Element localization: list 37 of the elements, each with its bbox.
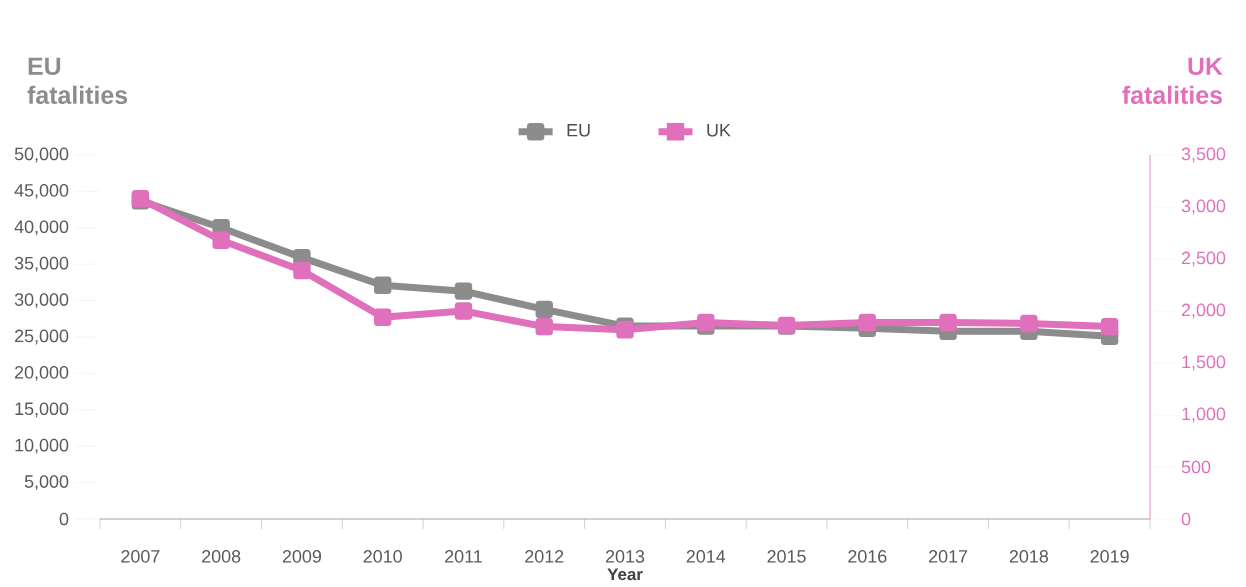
y-tick-label: 40,000 bbox=[14, 220, 69, 236]
y-tick-label: 0 bbox=[59, 512, 69, 526]
y-tick-label: 15,000 bbox=[15, 402, 69, 418]
y-tick-label: 50,000 bbox=[14, 147, 69, 163]
x-tick-label: 2017 bbox=[929, 550, 968, 563]
y2-tick-label: 500 bbox=[1181, 460, 1211, 474]
y-tick-label: 25,000 bbox=[15, 329, 69, 345]
y2-tick-label: 2,500 bbox=[1181, 251, 1226, 267]
x-tick-label: 2013 bbox=[605, 550, 645, 563]
x-tick-label: 2007 bbox=[121, 550, 160, 563]
x-tick-label: 2011 bbox=[445, 550, 482, 563]
x-tick-label: 2019 bbox=[1090, 550, 1129, 563]
x-tick-label: 2016 bbox=[848, 550, 887, 563]
x-axis-title: Year bbox=[607, 568, 643, 581]
y2-tick-label: 0 bbox=[1181, 512, 1191, 526]
y2-tick-label: 2,000 bbox=[1181, 303, 1226, 319]
x-tick-label: 2008 bbox=[202, 550, 241, 563]
y-tick-label: 10,000 bbox=[15, 438, 69, 454]
y2-tick-label: 3,500 bbox=[1181, 147, 1226, 163]
y-tick-label: 20,000 bbox=[15, 366, 69, 381]
x-tick-label: 2012 bbox=[525, 550, 564, 563]
y2-tick-label: 1,000 bbox=[1182, 407, 1226, 423]
legend-label: UK bbox=[707, 124, 731, 137]
y-tick-label: 45,000 bbox=[14, 184, 69, 199]
y2-tick-label: 3,000 bbox=[1181, 199, 1226, 215]
legend-label: EU bbox=[567, 124, 590, 137]
x-tick-label: 2018 bbox=[1009, 550, 1049, 563]
x-tick-label: 2014 bbox=[686, 550, 726, 563]
y-tick-label: 35,000 bbox=[14, 256, 69, 272]
x-tick-label: 2010 bbox=[363, 550, 402, 563]
y2-tick-label: 1,500 bbox=[1182, 355, 1226, 371]
y2-axis-title: UK fatalities bbox=[1122, 57, 1223, 105]
y-tick-label: 30,000 bbox=[14, 293, 69, 309]
y-tick-label: 5,000 bbox=[24, 475, 69, 491]
y-axis-title: EU fatalities bbox=[27, 57, 128, 105]
x-tick-label: 2015 bbox=[767, 550, 806, 563]
x-tick-label: 2009 bbox=[282, 550, 322, 563]
